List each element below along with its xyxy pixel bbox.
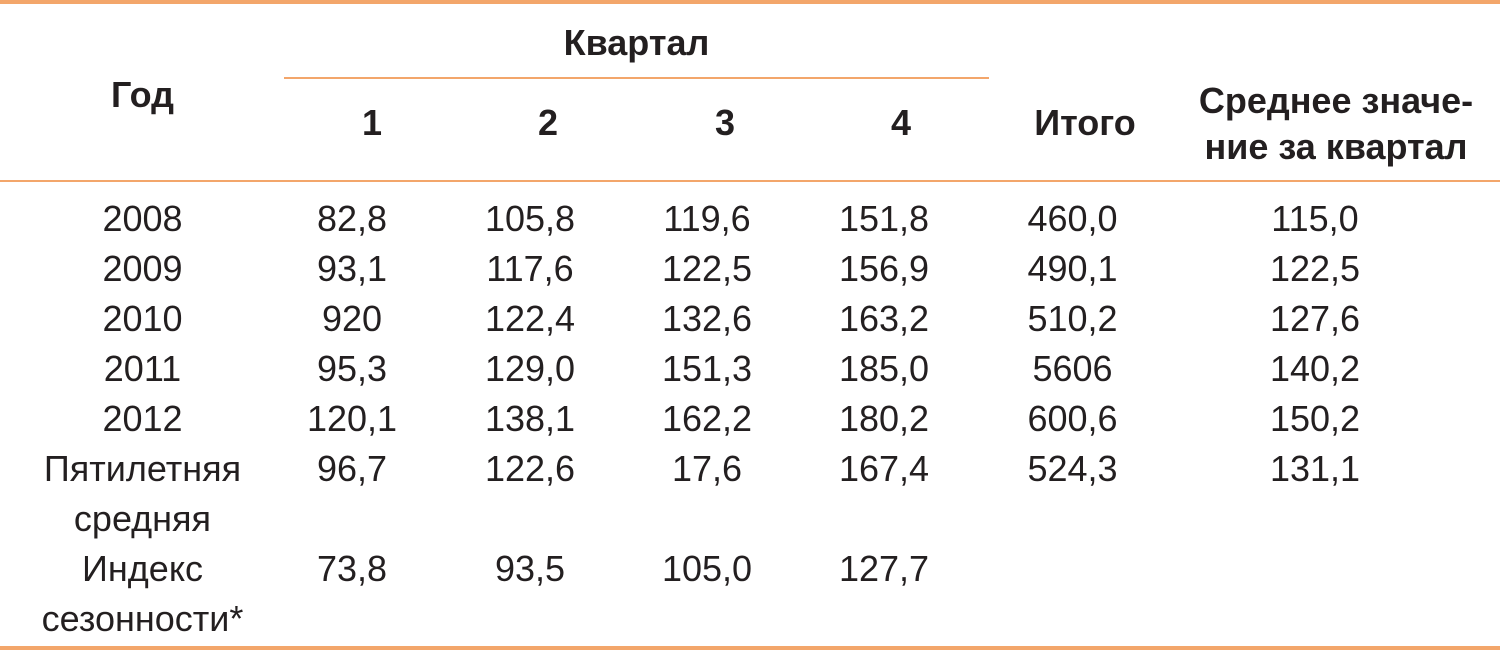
label-line2: средняя: [73, 498, 212, 539]
cell-q4: 185,0: [838, 348, 930, 389]
cell-q4: 180,2: [838, 398, 930, 439]
header-year: Год: [111, 74, 174, 115]
header-quarter: Квартал: [563, 22, 710, 63]
header-quarter-1: 1: [361, 102, 383, 143]
cell-avg: 131,1: [1269, 448, 1361, 489]
cell-total: [955, 544, 1190, 644]
cell-q4: 156,9: [838, 248, 930, 289]
cell-total: 524,3: [1027, 448, 1118, 489]
table-row: 2008 82,8 105,8 119,6 151,8 460,0 115,0: [40, 194, 1440, 244]
cell-q3: 162,2: [661, 398, 753, 439]
cell-q1: 93,1: [316, 248, 388, 289]
cell-q1: 120,1: [306, 398, 398, 439]
cell-total: 5606: [1032, 348, 1113, 389]
cell-q1: 73,8: [316, 548, 388, 589]
cell-q4: 151,8: [838, 198, 930, 239]
cell-avg: 115,0: [1271, 198, 1359, 239]
cell-total: 460,0: [1027, 198, 1118, 239]
cell-total: 510,2: [1027, 298, 1118, 339]
header-average-line1: Среднее значе-: [1198, 80, 1474, 121]
cell-total: 490,1: [1027, 248, 1118, 289]
top-rule: [0, 0, 1500, 4]
cell-total: 600,6: [1027, 398, 1118, 439]
cell-q3: 119,6: [663, 198, 751, 239]
cell-q1: 95,3: [316, 348, 388, 389]
table-row: 2010 920 122,4 132,6 163,2 510,2 127,6: [40, 294, 1440, 344]
cell-avg: [1190, 544, 1440, 644]
cell-q1: 96,7: [316, 448, 388, 489]
label-line2: сезонности*: [41, 598, 244, 639]
cell-q2: 129,0: [484, 348, 576, 389]
header-average-line2: ние за квартал: [1204, 126, 1468, 167]
cell-avg: 127,6: [1269, 298, 1361, 339]
table-row-five-year-average: Пятилетняя средняя 96,7 122,6 17,6 167,4…: [40, 444, 1440, 544]
table-row: 2009 93,1 117,6 122,5 156,9 490,1 122,5: [40, 244, 1440, 294]
cell-q3: 105,0: [661, 548, 753, 589]
header-quarter-3: 3: [714, 102, 736, 143]
cell-q3: 17,6: [671, 448, 743, 489]
cell-label: Индекс сезонности*: [40, 544, 245, 644]
cell-q2: 138,1: [484, 398, 576, 439]
table-row-seasonality-index: Индекс сезонности* 73,8 93,5 105,0 127,7: [40, 544, 1440, 644]
cell-q3: 122,5: [661, 248, 753, 289]
cell-year: 2010: [102, 298, 183, 339]
cell-q3: 132,6: [661, 298, 753, 339]
cell-q2: 122,4: [484, 298, 576, 339]
quarter-underline: [284, 77, 989, 79]
header-quarter-4: 4: [890, 102, 912, 143]
cell-year: 2008: [102, 198, 183, 239]
header-quarter-2: 2: [537, 102, 559, 143]
cell-q2: 93,5: [494, 548, 566, 589]
label-line1: Пятилетняя: [43, 448, 242, 489]
cell-q2: 117,6: [486, 248, 574, 289]
cell-label: Пятилетняя средняя: [40, 444, 245, 544]
cell-q4: 127,7: [838, 548, 930, 589]
cell-year: 2012: [102, 398, 183, 439]
header-total: Итого: [1034, 102, 1136, 143]
header-average: Среднее значе- ние за квартал: [1180, 78, 1492, 170]
cell-avg: 140,2: [1269, 348, 1361, 389]
cell-q3: 151,3: [661, 348, 753, 389]
cell-q4: 167,4: [838, 448, 930, 489]
cell-q2: 105,8: [484, 198, 576, 239]
cell-avg: 122,5: [1269, 248, 1361, 289]
cell-q2: 122,6: [484, 448, 576, 489]
header-rule: [0, 180, 1500, 182]
bottom-rule: [0, 646, 1500, 650]
data-table: 2008 82,8 105,8 119,6 151,8 460,0 115,0 …: [40, 194, 1440, 644]
cell-q4: 163,2: [838, 298, 930, 339]
label-line1: Индекс: [82, 548, 203, 589]
cell-q1: 920: [321, 298, 383, 339]
table-row: 2011 95,3 129,0 151,3 185,0 5606 140,2: [40, 344, 1440, 394]
cell-year: 2011: [103, 348, 182, 389]
cell-avg: 150,2: [1269, 398, 1361, 439]
table-row: 2012 120,1 138,1 162,2 180,2 600,6 150,2: [40, 394, 1440, 444]
cell-year: 2009: [102, 248, 183, 289]
cell-q1: 82,8: [316, 198, 388, 239]
